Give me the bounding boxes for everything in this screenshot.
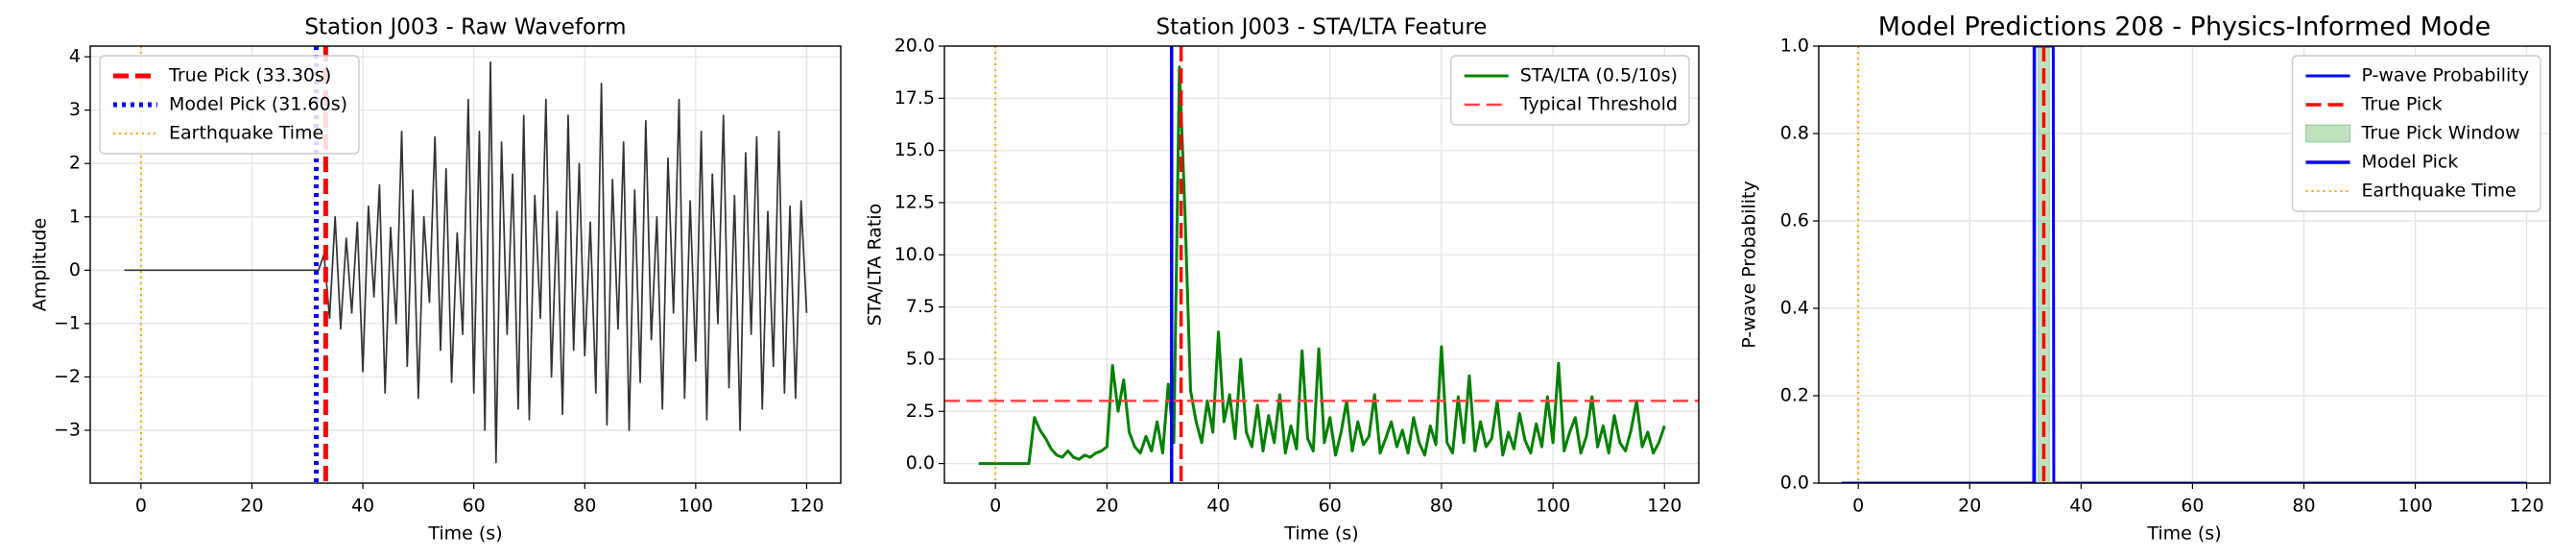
y-tick-label: 0	[69, 259, 81, 280]
x-tick-label: 40	[1206, 496, 1229, 517]
x-tick-label: 0	[990, 496, 1001, 517]
legend: True Pick (33.30s) Model Pick (31.60s) Ear…	[99, 55, 360, 155]
x-axis-label: Time (s)	[1283, 523, 1358, 545]
legend-label: True Pick (33.30s)	[168, 65, 331, 86]
subplot: 0 20 40 60 80 100 120 0.0 2.5 5.0 7.5 10.0 12.5 15.0 1…	[865, 15, 1700, 545]
axes-frame	[89, 45, 842, 484]
axes-frame	[1818, 45, 2551, 484]
subplot: 0 20 40 60 80 100 120 0.0 0.2 0.4 0.6 0.8 1.0 Model P…	[1739, 12, 2551, 545]
y-tick-label: 15.0	[894, 139, 935, 160]
legend-label: Earthquake Time	[169, 123, 323, 144]
x-tick-label: 80	[573, 496, 596, 517]
y-tick-label: 12.5	[894, 191, 935, 212]
y-tick-label: 10.0	[894, 244, 935, 265]
x-tick-label: 40	[2069, 496, 2092, 517]
y-tick-label: 3	[69, 99, 81, 120]
legend-label: Model Pick	[2362, 152, 2459, 173]
x-tick-label: 80	[2292, 496, 2315, 517]
legend-label: Model Pick (31.60s)	[169, 94, 347, 115]
plot-area	[944, 46, 1699, 483]
legend-label: True Pick Window	[2361, 123, 2520, 144]
series-line	[978, 65, 1666, 466]
legend-box	[99, 55, 360, 155]
y-tick-label: 2	[69, 153, 81, 174]
legend: STA/LTA (0.5/10s) Typical Threshold	[1450, 55, 1690, 126]
y-axis-label: STA/LTA Ratio	[865, 204, 886, 327]
y-tick-label: 2.5	[906, 401, 935, 422]
x-tick-label: 20	[1095, 496, 1118, 517]
x-tick-label: 60	[1319, 496, 1342, 517]
legend-label: Earthquake Time	[2362, 181, 2516, 202]
chart-title: Station J003 - Raw Waveform	[304, 15, 626, 40]
y-tick-label: −1	[54, 312, 81, 333]
legend-box	[2291, 55, 2541, 212]
y-tick-label: 4	[69, 46, 81, 67]
axes-frame	[943, 45, 1700, 484]
y-tick-label: 0.6	[1780, 210, 1809, 231]
y-tick-label: 5.0	[906, 348, 935, 369]
x-tick-label: 40	[351, 496, 374, 517]
legend: P-wave Probability True Pick True Pick Win…	[2291, 55, 2541, 212]
window-span	[2038, 46, 2050, 483]
x-tick-label: 100	[1536, 496, 1570, 517]
plot-area	[1841, 46, 2527, 483]
x-tick-label: 100	[679, 496, 713, 517]
y-tick-label: −3	[54, 420, 81, 441]
legend-swatch	[2305, 124, 2350, 143]
x-tick-label: 20	[1958, 496, 1981, 517]
y-tick-label: 0.2	[1780, 385, 1809, 406]
y-tick-label: 1	[69, 206, 81, 227]
y-tick-label: 0.0	[1780, 473, 1809, 494]
y-tick-label: 17.5	[894, 87, 935, 109]
y-tick-label: −2	[54, 366, 81, 387]
y-axis-label: P-wave Probability	[1739, 181, 1760, 349]
x-axis-label: Time (s)	[2146, 523, 2221, 545]
x-tick-label: 80	[1430, 496, 1453, 517]
y-tick-label: 20.0	[894, 36, 935, 57]
legend-label: STA/LTA (0.5/10s)	[1520, 65, 1678, 86]
chart-title: Model Predictions 208 - Physics-Informed…	[1878, 12, 2491, 42]
series-line	[124, 61, 808, 464]
y-tick-label: 7.5	[906, 296, 935, 317]
x-tick-label: 0	[1852, 496, 1864, 517]
chart-title: Station J003 - STA/LTA Feature	[1157, 15, 1488, 40]
x-tick-label: 20	[240, 496, 263, 517]
y-tick-label: 0.0	[906, 452, 935, 474]
x-tick-label: 120	[1647, 496, 1682, 517]
subplot: 0 20 40 60 80 100 120 −3 −2 −1 0 1 2 3 4 Station J003 -…	[30, 15, 842, 545]
legend-label: Typical Threshold	[1519, 94, 1678, 115]
x-tick-label: 60	[2181, 496, 2204, 517]
legend-label: True Pick	[2361, 94, 2443, 115]
x-axis-label: Time (s)	[427, 523, 502, 545]
y-tick-label: 1.0	[1780, 36, 1809, 57]
x-tick-label: 120	[789, 496, 823, 517]
x-tick-label: 120	[2509, 496, 2543, 517]
y-tick-label: 0.4	[1780, 298, 1809, 319]
y-axis-label: Amplitude	[30, 218, 51, 311]
legend-label: P-wave Probability	[2362, 65, 2530, 86]
x-tick-label: 100	[2397, 496, 2432, 517]
x-tick-label: 0	[135, 496, 147, 517]
y-tick-label: 0.8	[1780, 123, 1809, 144]
x-tick-label: 60	[463, 496, 486, 517]
legend-box	[1450, 55, 1690, 126]
